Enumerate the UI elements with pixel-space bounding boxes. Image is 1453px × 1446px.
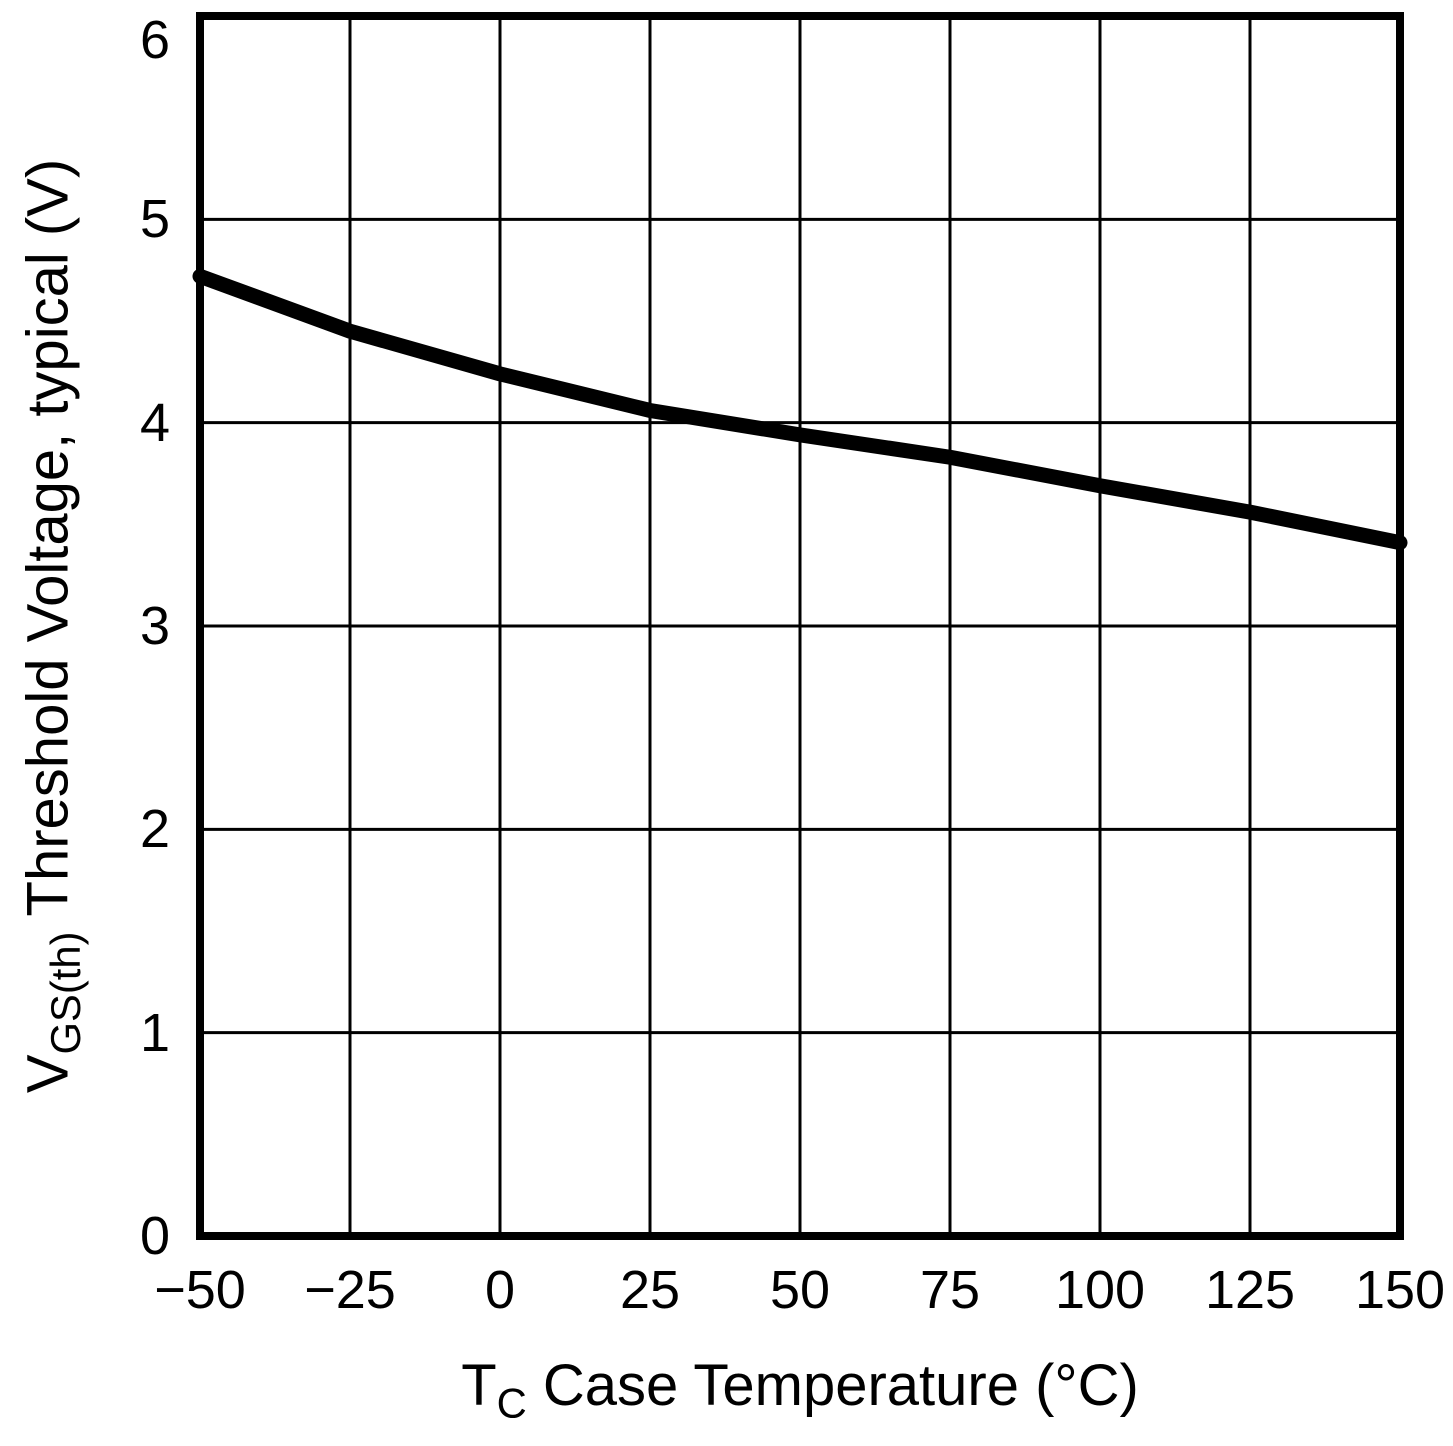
y-tick-label: 0	[139, 1206, 170, 1266]
x-tick-label: 75	[919, 1260, 981, 1320]
y-tick-label: 4	[139, 392, 170, 453]
y-tick-label: 1	[139, 1002, 170, 1063]
x-tick-label: 0	[484, 1260, 516, 1320]
y-tick-label: 6	[139, 10, 170, 70]
x-axis-symbol: T	[461, 1353, 497, 1418]
x-tick-label: 50	[769, 1260, 831, 1320]
y-axis-symbol: V	[15, 1054, 81, 1094]
x-tick-label: −25	[304, 1260, 396, 1320]
y-tick-label: 2	[139, 799, 170, 860]
y-axis-subscript: GS(th)	[42, 931, 90, 1055]
x-tick-label: 125	[1204, 1260, 1296, 1320]
x-axis-subscript: C	[496, 1379, 527, 1427]
y-axis-text: Threshold Voltage, typical (V)	[15, 158, 81, 932]
x-axis-text: Case Temperature (°C)	[526, 1353, 1139, 1418]
x-tick-label: 150	[1354, 1260, 1446, 1320]
x-tick-label: −50	[154, 1260, 246, 1320]
x-tick-label: 25	[619, 1260, 681, 1320]
plot-frame	[196, 12, 1404, 1240]
y-tick-label: 5	[139, 189, 170, 250]
y-axis-title: VGS(th) Threshold Voltage, typical (V)	[15, 158, 90, 1094]
y-tick-label: 3	[139, 596, 170, 656]
x-tick-label: 100	[1054, 1260, 1146, 1320]
x-axis-title: TC Case Temperature (°C)	[461, 1352, 1139, 1424]
data-curve-vgsth	[192, 268, 1408, 551]
